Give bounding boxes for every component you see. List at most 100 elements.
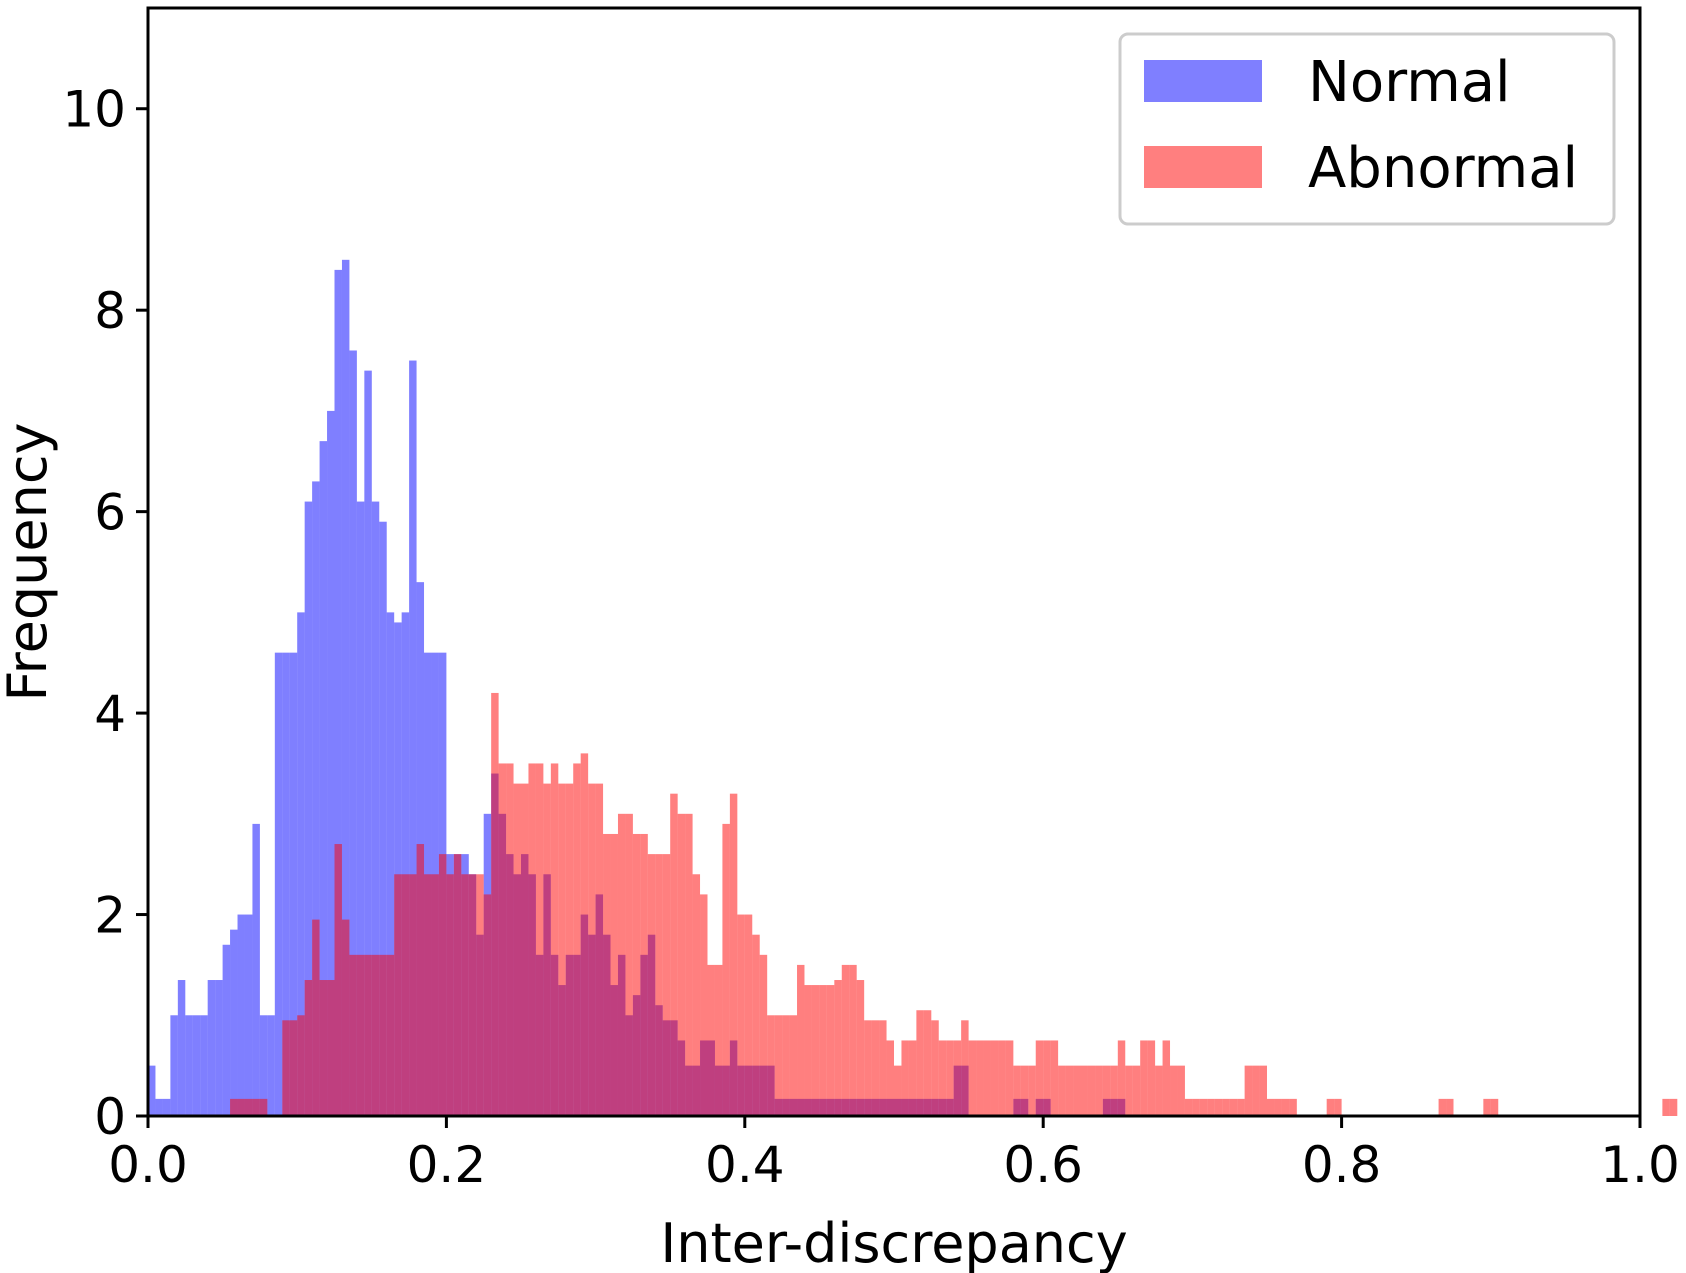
bar-abnormal: [1177, 1065, 1185, 1116]
bar-abnormal: [1214, 1098, 1223, 1116]
bar-abnormal: [1662, 1098, 1670, 1116]
bar-normal: [386, 612, 395, 1116]
plot-frame: [146, 6, 1642, 1118]
bar-abnormal: [1326, 1098, 1335, 1116]
bar-abnormal: [722, 823, 730, 1116]
x-tick-label: 0.8: [1302, 1136, 1382, 1194]
bar-abnormal: [864, 1020, 872, 1116]
bar-abnormal: [543, 783, 551, 1116]
bar-abnormal: [424, 874, 432, 1116]
bar-abnormal: [1043, 1040, 1051, 1116]
bar-abnormal: [729, 793, 738, 1116]
legend: Normal Abnormal: [1118, 32, 1616, 226]
legend-swatch-abnormal: [1144, 146, 1262, 188]
bars-layer: [148, 259, 1678, 1117]
x-tick-label: 1.0: [1600, 1136, 1680, 1194]
bar-abnormal: [558, 783, 566, 1116]
bar-normal: [185, 1015, 193, 1116]
bar-abnormal: [334, 844, 342, 1116]
bar-abnormal: [453, 854, 462, 1116]
bar-abnormal: [632, 833, 641, 1116]
bar-abnormal: [961, 1020, 969, 1116]
legend-label-normal: Normal: [1308, 50, 1511, 115]
bar-abnormal: [610, 833, 618, 1116]
bar-normal: [394, 622, 402, 1116]
bar-abnormal: [461, 874, 469, 1116]
bar-abnormal: [476, 874, 484, 1116]
bar-abnormal: [1192, 1098, 1200, 1116]
bar-normal: [155, 1098, 163, 1116]
bar-abnormal: [662, 854, 671, 1116]
bar-abnormal: [1289, 1098, 1297, 1116]
bar-abnormal: [908, 1040, 917, 1116]
bar-abnormal: [282, 1020, 290, 1116]
bar-abnormal: [297, 1015, 305, 1116]
bar-abnormal: [677, 813, 686, 1116]
bar-abnormal: [438, 854, 447, 1116]
bar-abnormal: [789, 1015, 798, 1116]
bar-abnormal: [1050, 1040, 1059, 1116]
bar-abnormal: [468, 874, 477, 1116]
bar-abnormal: [856, 980, 865, 1116]
bar-abnormal: [528, 763, 536, 1116]
bar-abnormal: [1065, 1065, 1074, 1116]
bar-abnormal: [1281, 1098, 1290, 1116]
bar-normal: [282, 652, 290, 1116]
bar-abnormal: [834, 980, 842, 1116]
bar-abnormal: [1252, 1065, 1260, 1116]
bar-abnormal: [1199, 1098, 1208, 1116]
bar-abnormal: [1080, 1065, 1088, 1116]
bar-normal: [267, 1015, 275, 1116]
bar-abnormal: [1490, 1098, 1499, 1116]
bar-abnormal: [1058, 1065, 1066, 1116]
bar-abnormal: [237, 1098, 245, 1116]
bar-abnormal: [655, 854, 663, 1116]
bar-normal: [148, 1065, 156, 1116]
bar-abnormal: [998, 1040, 1006, 1116]
bar-abnormal: [1446, 1098, 1454, 1116]
bar-abnormal: [446, 874, 454, 1116]
bar-abnormal: [603, 833, 611, 1116]
bar-abnormal: [595, 783, 604, 1116]
bar-abnormal: [685, 813, 693, 1116]
bar-normal: [401, 612, 410, 1116]
bar-normal: [259, 1015, 268, 1116]
bar-abnormal: [774, 1015, 783, 1116]
x-tick-label: 0.0: [108, 1136, 188, 1194]
bar-abnormal: [259, 1098, 268, 1116]
bar-normal: [327, 410, 335, 1117]
bar-abnormal: [946, 1040, 954, 1116]
bar-abnormal: [968, 1040, 977, 1116]
series-abnormal: [230, 692, 1678, 1116]
bar-abnormal: [811, 985, 820, 1116]
bar-abnormal: [1005, 1040, 1014, 1116]
bar-abnormal: [1229, 1098, 1238, 1116]
bar-normal: [356, 501, 365, 1117]
bar-normal: [274, 652, 283, 1116]
bar-abnormal: [647, 854, 656, 1116]
bar-abnormal: [1162, 1040, 1171, 1116]
bar-normal: [192, 1015, 201, 1116]
bar-abnormal: [1669, 1098, 1678, 1116]
bar-normal: [319, 441, 328, 1116]
bar-normal: [222, 944, 231, 1116]
bar-abnormal: [782, 1015, 790, 1116]
bar-abnormal: [535, 763, 544, 1116]
bar-abnormal: [386, 954, 395, 1116]
bar-abnormal: [1087, 1065, 1096, 1116]
bar-normal: [379, 521, 387, 1116]
bar-abnormal: [506, 763, 514, 1116]
bar-abnormal: [617, 813, 626, 1116]
bar-abnormal: [737, 914, 745, 1116]
bar-normal: [334, 269, 342, 1117]
bar-abnormal: [707, 964, 715, 1116]
bar-abnormal: [871, 1020, 880, 1116]
bar-abnormal: [1184, 1098, 1193, 1116]
bar-abnormal: [879, 1020, 887, 1116]
bar-abnormal: [1073, 1065, 1081, 1116]
bar-abnormal: [1013, 1065, 1021, 1116]
bar-abnormal: [371, 954, 380, 1116]
bar-normal: [341, 259, 350, 1116]
bar-abnormal: [1117, 1040, 1126, 1116]
bar-abnormal: [1132, 1065, 1141, 1116]
